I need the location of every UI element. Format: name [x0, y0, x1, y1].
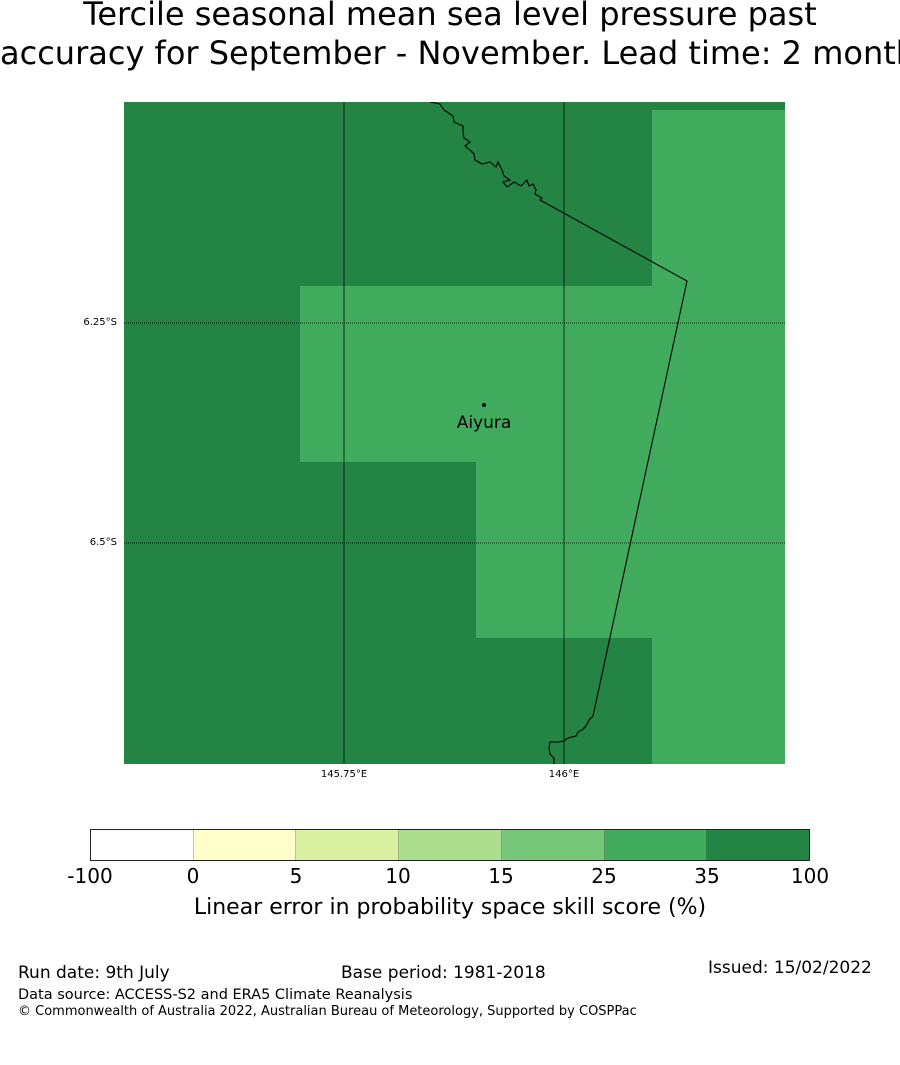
- run-date: Run date: 9th July: [18, 963, 170, 983]
- map-title-line-1: Tercile seasonal mean sea level pressure…: [83, 0, 817, 33]
- location-label: Aiyura: [457, 413, 512, 433]
- lat-label-6-25: 6.25°S: [83, 317, 117, 328]
- colorbar-segment: [604, 830, 708, 860]
- colorbar-segment: [296, 830, 400, 860]
- colorbar-tick: -100: [67, 864, 113, 888]
- colorbar-tick: 25: [591, 864, 617, 888]
- colorbar-tick: 0: [186, 864, 200, 888]
- colorbar-segment: [501, 830, 605, 860]
- colorbar-tick: 100: [790, 864, 830, 888]
- colorbar-tick: 5: [289, 864, 303, 888]
- colorbar-tick: 35: [694, 864, 720, 888]
- issued-date: Issued: 15/02/2022: [708, 958, 872, 978]
- colorbar-segment: [193, 830, 297, 860]
- lon-label-145-75: 145.75°E: [320, 769, 368, 780]
- colorbar-tick: 15: [488, 864, 514, 888]
- colorbar-tick: 10: [385, 864, 411, 888]
- data-source: Data source: ACCESS-S2 and ERA5 Climate …: [18, 987, 413, 1003]
- colorbar-segment: [399, 830, 502, 860]
- colorbar-label: Linear error in probability space skill …: [193, 895, 707, 920]
- lon-label-146: 146°E: [548, 769, 580, 780]
- colorbar-segment: [707, 830, 810, 860]
- copyright-notice: © Commonwealth of Australia 2022, Austra…: [18, 1004, 637, 1019]
- colorbar: [90, 829, 810, 861]
- lat-label-6-5: 6.5°S: [89, 537, 117, 548]
- base-period: Base period: 1981-2018: [341, 963, 546, 983]
- map-title-line-2: accuracy for September - November. Lead …: [0, 34, 900, 72]
- coastline-border: [429, 102, 688, 764]
- skill-map: Aiyura: [124, 102, 785, 764]
- region-light-green: [300, 110, 785, 764]
- colorbar-segment: [91, 830, 194, 860]
- location-marker: [482, 403, 486, 407]
